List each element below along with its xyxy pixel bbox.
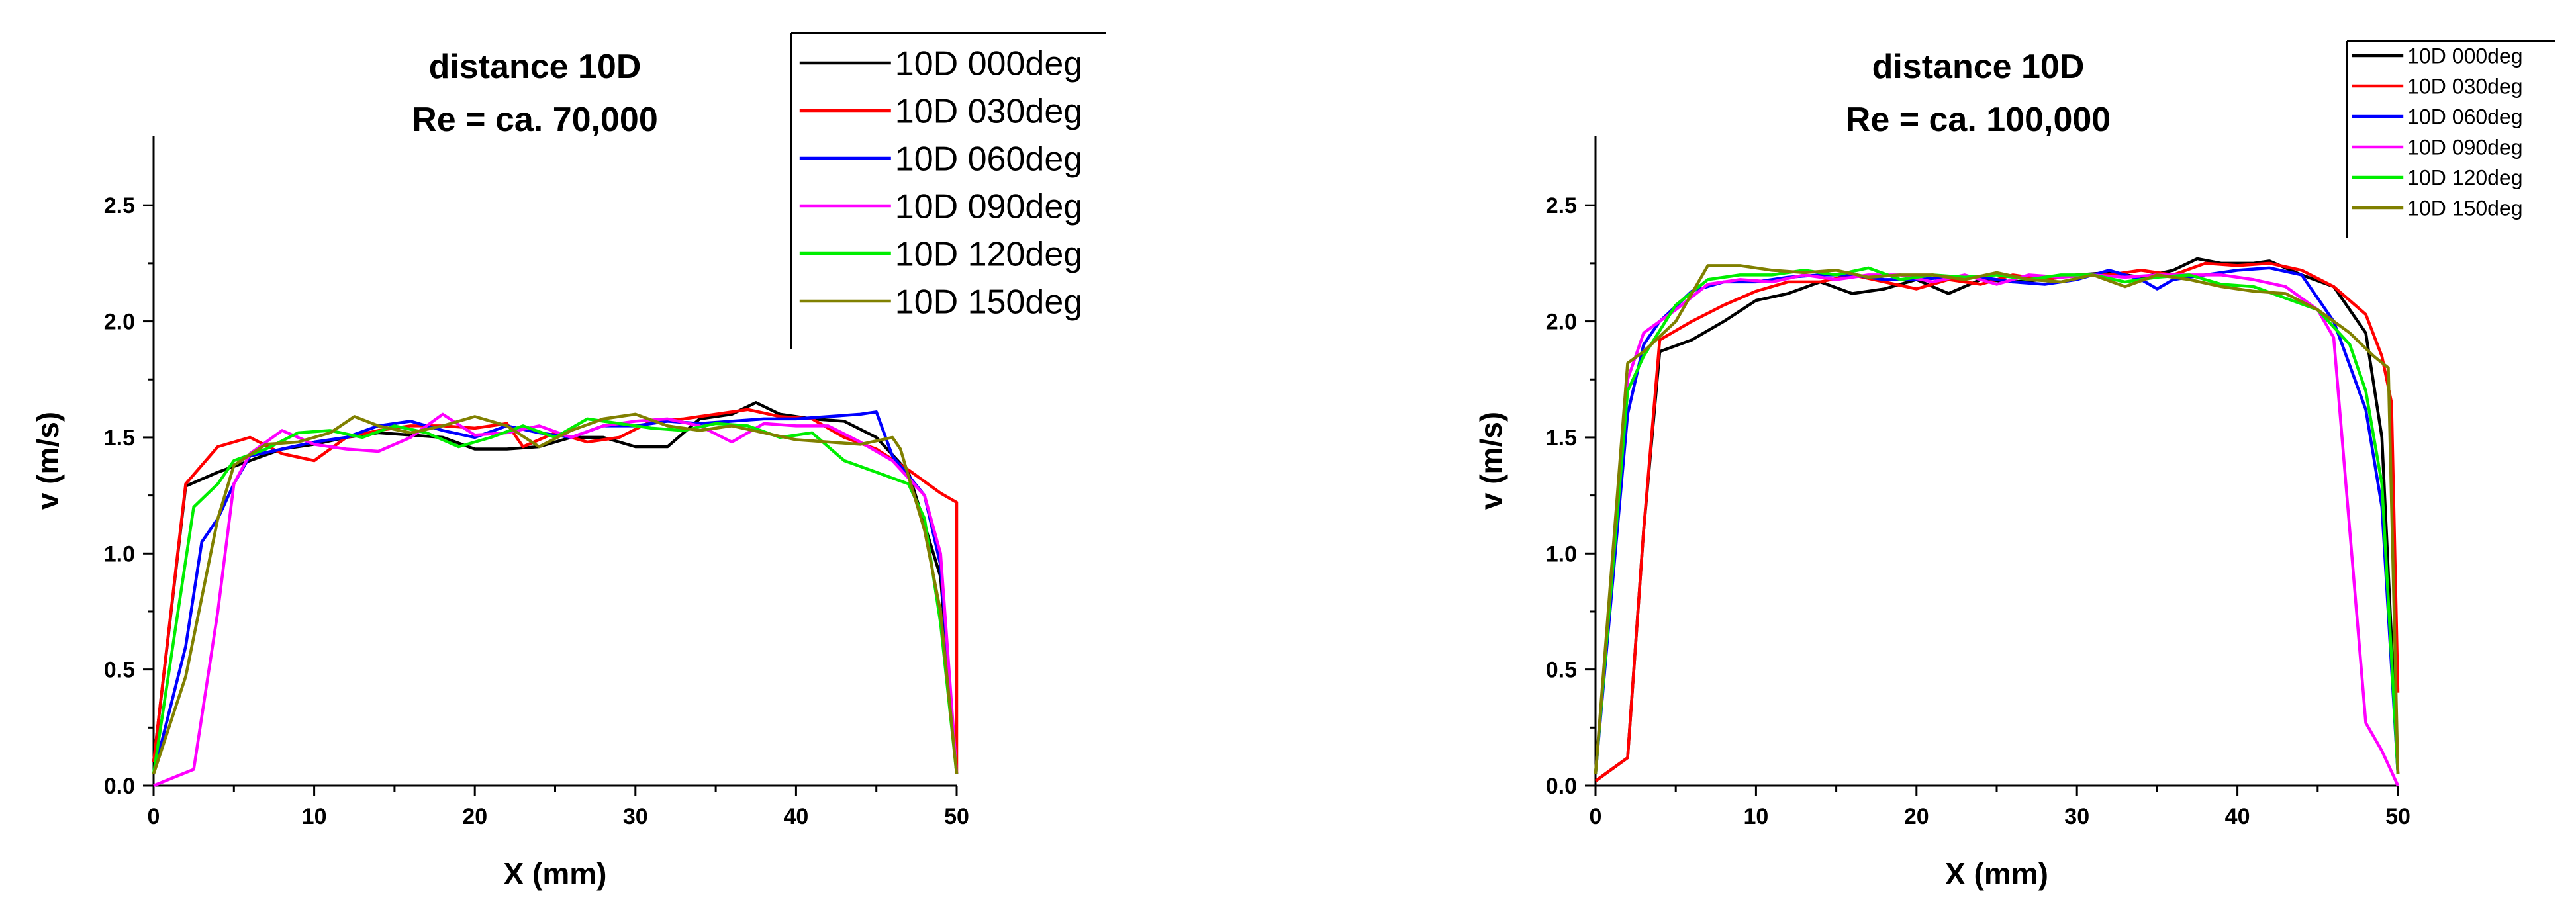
chart-2: distance 10D Re = ca. 100,000 0.0 0.5 1.0 1.5…	[1474, 40, 2555, 891]
legend: 10D 000deg 10D 030deg 10D 060deg 10D 090deg…	[790, 32, 1106, 349]
series-line-10d-060deg	[1594, 266, 2400, 774]
chart-title-line: Re = ca. 70,000	[412, 101, 658, 139]
series-line-10d-030deg	[1594, 261, 2400, 782]
legend-entry-label: 10D 060deg	[2407, 105, 2522, 129]
y-tick-label: 1.0	[1546, 541, 1577, 567]
chart-title-line: distance 10D	[1872, 48, 2085, 86]
x-tick-label: 10	[1743, 804, 1768, 829]
series-line-10d-000deg	[1594, 257, 2400, 782]
y-tick-label: 0.5	[1546, 658, 1577, 683]
y-axis-label: v (m/s)	[30, 412, 65, 510]
chart-1: distance 10D Re = ca. 70,000 0.0 0.5 1.0 1.5 2…	[30, 32, 1106, 891]
x-tick-label: 40	[783, 804, 808, 829]
x-tick-label: 20	[462, 804, 487, 829]
y-tick-label: 1.5	[104, 426, 135, 451]
x-tick-label: 50	[944, 804, 969, 829]
x-axis-label: X (mm)	[1945, 856, 2048, 891]
x-tick-label: 20	[1904, 804, 1929, 829]
x-tick-label: 40	[2225, 804, 2250, 829]
y-tick-label: 0.5	[104, 658, 135, 683]
y-tick-label: 1.5	[1546, 426, 1577, 451]
series-line-10d-060deg	[152, 410, 959, 775]
y-tick-label: 2.5	[104, 193, 135, 218]
series-line-10d-150deg	[152, 412, 959, 775]
y-axis-label: v (m/s)	[1474, 412, 1508, 510]
y-tick-label: 2.5	[1546, 193, 1577, 218]
series-line-10d-030deg	[152, 408, 959, 774]
y-tick-label: 2.0	[1546, 310, 1577, 335]
x-tick-label: 0	[1590, 804, 1602, 829]
x-axis-label: X (mm)	[504, 856, 607, 891]
series-line-10d-120deg	[152, 417, 959, 774]
series-line-10d-120deg	[1594, 266, 2400, 774]
legend-entry-label: 10D 030deg	[895, 93, 1082, 131]
x-tick-label: 10	[302, 804, 327, 829]
series-line-10d-150deg	[1594, 264, 2400, 774]
chart-title-line: distance 10D	[429, 48, 642, 86]
legend-entry-label: 10D 120deg	[895, 236, 1082, 274]
chart-title-line: Re = ca. 100,000	[1846, 101, 2111, 139]
legend-entry-label: 10D 150deg	[2407, 197, 2522, 220]
legend-entry-label: 10D 000deg	[2407, 44, 2522, 68]
x-tick-label: 0	[148, 804, 160, 829]
series-line-10d-000deg	[152, 401, 959, 774]
x-tick-label: 30	[2064, 804, 2089, 829]
y-tick-label: 2.0	[104, 310, 135, 335]
legend-entry-label: 10D 150deg	[895, 283, 1082, 322]
legend: 10D 000deg 10D 030deg 10D 060deg 10D 090deg…	[2346, 40, 2555, 238]
legend-entry-label: 10D 000deg	[895, 45, 1082, 83]
y-tick-label: 1.0	[104, 541, 135, 567]
y-tick-label: 0.0	[104, 774, 135, 799]
legend-entry-label: 10D 090deg	[895, 188, 1082, 226]
x-tick-label: 50	[2385, 804, 2410, 829]
legend-entry-label: 10D 090deg	[2407, 136, 2522, 160]
series-line-10d-090deg	[153, 412, 959, 788]
legend-entry-label: 10D 030deg	[2407, 75, 2522, 99]
x-tick-label: 30	[623, 804, 648, 829]
legend-entry-label: 10D 120deg	[2407, 166, 2522, 190]
series-line-10d-090deg	[1594, 273, 2400, 786]
legend-entry-label: 10D 060deg	[895, 140, 1082, 179]
y-tick-label: 0.0	[1546, 774, 1577, 799]
